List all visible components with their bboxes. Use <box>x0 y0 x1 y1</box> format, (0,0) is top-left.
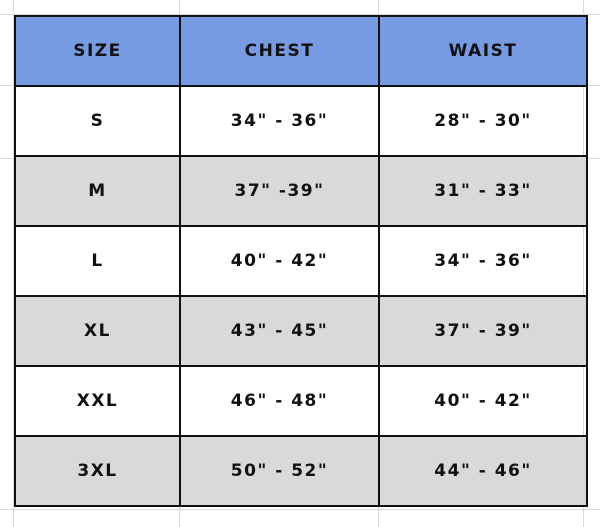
waist-cell[interactable]: 37" - 39" <box>378 295 588 367</box>
size-cell[interactable]: XXL <box>14 365 181 437</box>
chest-cell[interactable]: 43" - 45" <box>179 295 380 367</box>
table-row: S 34" - 36" 28" - 30" <box>14 85 588 157</box>
header-chest[interactable]: CHEST <box>179 15 380 87</box>
chest-cell[interactable]: 50" - 52" <box>179 435 380 507</box>
gridline <box>13 0 14 527</box>
table-row: L 40" - 42" 34" - 36" <box>14 225 588 297</box>
chest-cell[interactable]: 34" - 36" <box>179 85 380 157</box>
gridline <box>0 509 600 510</box>
size-chart-table: SIZE CHEST WAIST S 34" - 36" 28" - 30" M… <box>14 15 588 507</box>
header-size[interactable]: SIZE <box>14 15 181 87</box>
size-cell[interactable]: XL <box>14 295 181 367</box>
waist-cell[interactable]: 44" - 46" <box>378 435 588 507</box>
table-row: XXL 46" - 48" 40" - 42" <box>14 365 588 437</box>
gridline <box>0 14 600 15</box>
header-row: SIZE CHEST WAIST <box>14 15 588 87</box>
size-cell[interactable]: S <box>14 85 181 157</box>
size-cell[interactable]: 3XL <box>14 435 181 507</box>
table-row: 3XL 50" - 52" 44" - 46" <box>14 435 588 507</box>
waist-cell[interactable]: 34" - 36" <box>378 225 588 297</box>
waist-cell[interactable]: 31" - 33" <box>378 155 588 227</box>
header-waist[interactable]: WAIST <box>378 15 588 87</box>
chest-cell[interactable]: 37" -39" <box>179 155 380 227</box>
waist-cell[interactable]: 28" - 30" <box>378 85 588 157</box>
size-cell[interactable]: L <box>14 225 181 297</box>
table-row: XL 43" - 45" 37" - 39" <box>14 295 588 367</box>
chest-cell[interactable]: 46" - 48" <box>179 365 380 437</box>
chest-cell[interactable]: 40" - 42" <box>179 225 380 297</box>
table-row: M 37" -39" 31" - 33" <box>14 155 588 227</box>
size-cell[interactable]: M <box>14 155 181 227</box>
waist-cell[interactable]: 40" - 42" <box>378 365 588 437</box>
